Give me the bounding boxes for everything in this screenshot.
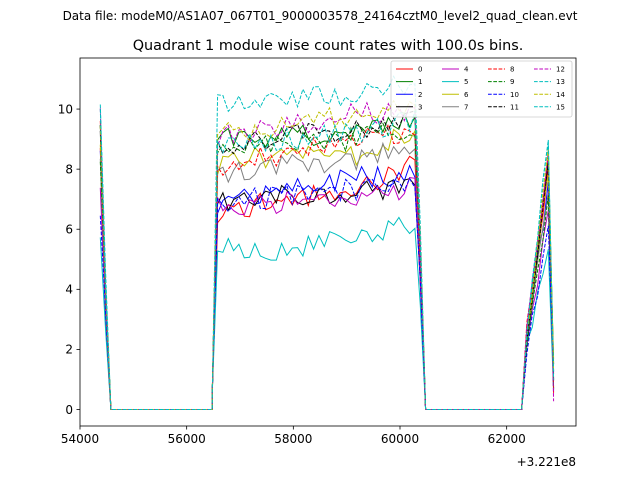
chart-suptitle: Data file: modeM0/AS1A07_067T01_90000035… — [63, 9, 578, 23]
x-tick-label: 58000 — [274, 432, 312, 446]
y-tick-label: 2 — [65, 343, 73, 357]
series-line-14 — [99, 99, 555, 410]
legend-label-8: 8 — [510, 66, 514, 74]
series-line-5 — [99, 216, 555, 410]
series-line-0 — [99, 148, 555, 410]
legend-label-2: 2 — [418, 91, 422, 99]
legend-frame — [390, 60, 573, 118]
series-line-15 — [99, 108, 555, 410]
y-tick-label: 10 — [58, 102, 73, 116]
legend-label-13: 13 — [556, 78, 565, 86]
legend-label-15: 15 — [556, 103, 565, 111]
legend-label-5: 5 — [464, 78, 468, 86]
legend-label-3: 3 — [418, 103, 422, 111]
series-line-10 — [99, 177, 555, 410]
series-line-1 — [99, 111, 555, 410]
legend-label-7: 7 — [464, 103, 468, 111]
x-tick-label: 62000 — [488, 432, 526, 446]
legend-label-6: 6 — [464, 91, 469, 99]
x-tick-label: 60000 — [381, 432, 419, 446]
x-offset-label: +3.221e8 — [517, 455, 576, 469]
x-tick-label: 54000 — [61, 432, 99, 446]
series-line-11 — [99, 110, 555, 410]
series-line-7 — [99, 141, 555, 410]
chart-title: Quadrant 1 module wise count rates with … — [133, 38, 524, 54]
series-line-4 — [99, 177, 555, 410]
legend-label-10: 10 — [510, 91, 519, 99]
series-layer — [99, 75, 555, 410]
legend-label-1: 1 — [418, 78, 422, 86]
legend-label-11: 11 — [510, 103, 519, 111]
y-tick-label: 8 — [65, 162, 73, 176]
legend-label-0: 0 — [418, 66, 422, 74]
y-tick-label: 6 — [65, 223, 73, 237]
y-tick-label: 4 — [65, 283, 73, 297]
series-line-6 — [99, 128, 555, 410]
x-tick-label: 56000 — [168, 432, 206, 446]
series-line-13 — [99, 75, 555, 410]
series-line-3 — [99, 130, 555, 410]
y-tick-label: 0 — [65, 403, 73, 417]
legend-label-14: 14 — [556, 91, 565, 99]
series-line-2 — [99, 150, 555, 410]
series-line-12 — [99, 101, 555, 410]
series-line-8 — [99, 120, 555, 410]
plot-frame — [79, 57, 577, 427]
legend-label-9: 9 — [510, 78, 514, 86]
series-line-9 — [99, 122, 555, 410]
legend-label-4: 4 — [464, 66, 469, 74]
axis-layer: 54000 56000 58000 60000 62000 0 2 4 6 8 10 — [58, 102, 526, 446]
legend-label-12: 12 — [556, 66, 565, 74]
